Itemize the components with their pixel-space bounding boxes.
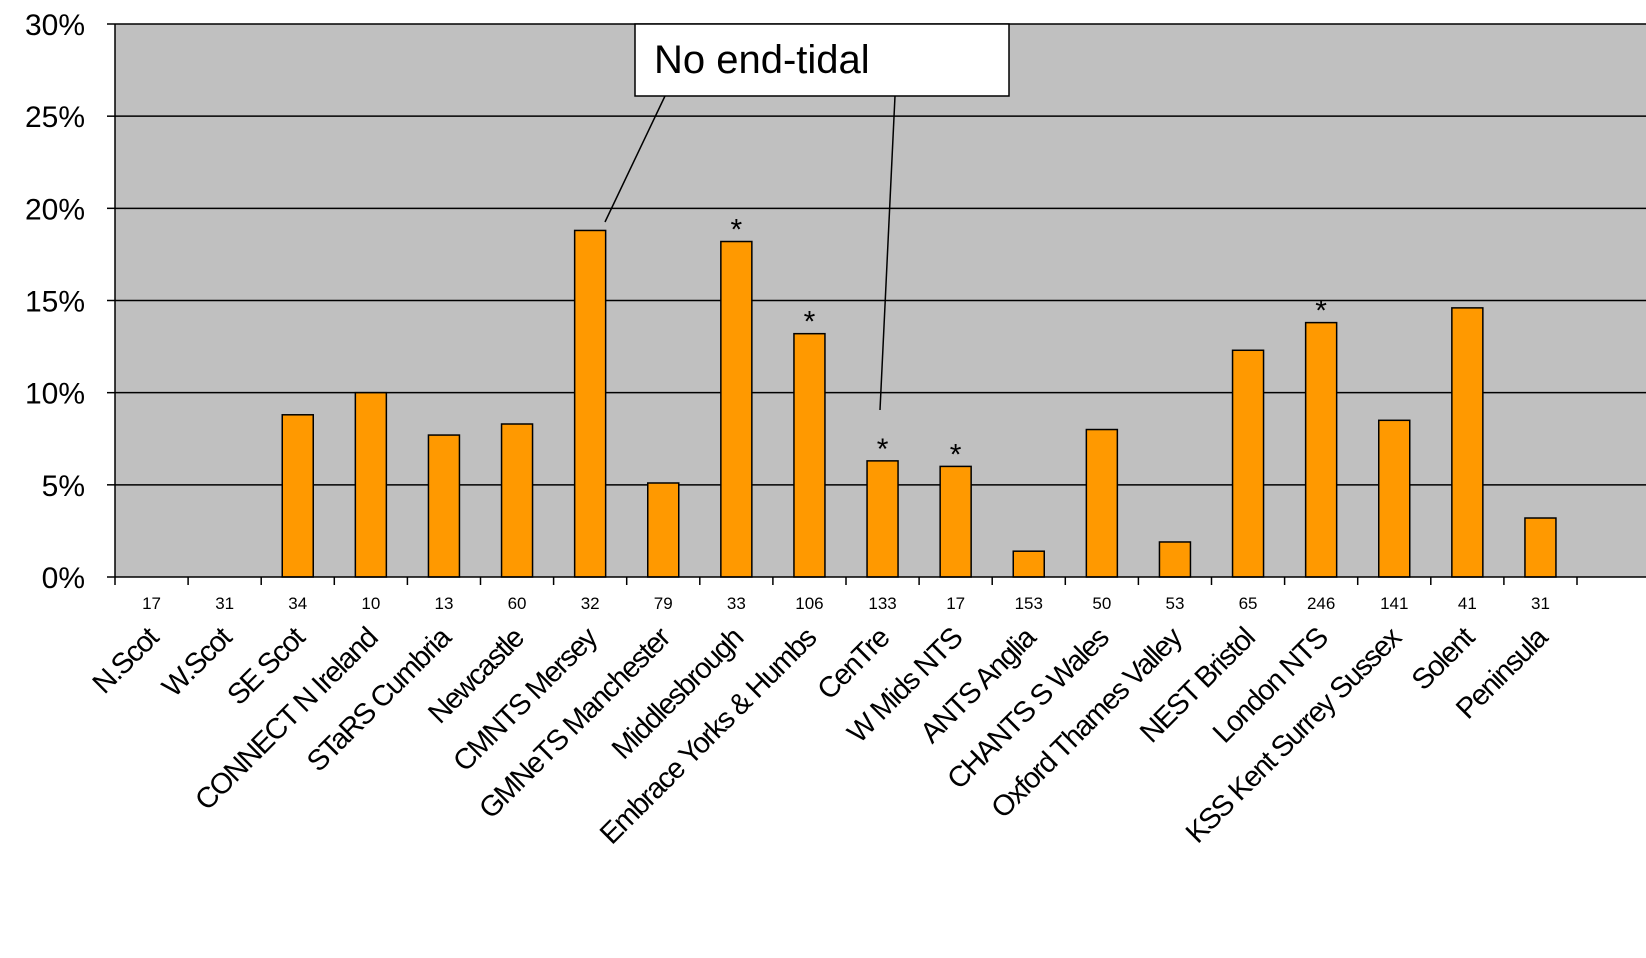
bar	[281, 414, 314, 578]
sample-count: 246	[1307, 594, 1335, 613]
sample-count: 41	[1458, 594, 1477, 613]
bar	[866, 460, 899, 578]
y-tick-label: 20%	[25, 193, 85, 226]
x-axis	[114, 24, 1646, 585]
sample-count: 133	[868, 594, 896, 613]
sample-count: 31	[215, 594, 234, 613]
sample-count: 79	[654, 594, 673, 613]
bar	[939, 465, 972, 578]
bar	[573, 229, 607, 578]
callout-leader-2	[879, 95, 896, 411]
sample-counts: 17 31 34 10 13 60 32 79 33 106 133 17 153 50 53 65 246 14…	[142, 594, 1550, 613]
bar	[1231, 349, 1265, 578]
y-tick-label: 5%	[42, 470, 85, 503]
y-tick-label: 15%	[25, 286, 85, 319]
sample-count: 31	[1531, 594, 1550, 613]
significance-star: *	[950, 438, 962, 471]
bar	[1524, 517, 1557, 578]
callout-leader-1	[604, 95, 666, 223]
significance-stars: * * * * *	[731, 214, 1328, 472]
sample-count: 17	[946, 594, 965, 613]
callout-box	[634, 23, 1010, 97]
bar	[720, 240, 753, 578]
bar	[1304, 321, 1338, 578]
sample-count: 17	[142, 594, 161, 613]
sample-count: 32	[581, 594, 600, 613]
annotation-callout: No end-tidal	[604, 23, 1010, 411]
sample-count: 153	[1015, 594, 1043, 613]
significance-star: *	[877, 433, 889, 466]
bar	[647, 482, 680, 578]
y-axis-ticks: 0% 5% 10% 15% 20% 25% 30%	[25, 9, 115, 595]
sample-count: 34	[288, 594, 307, 613]
bar	[1012, 550, 1045, 578]
sample-count: 50	[1092, 594, 1111, 613]
y-tick-label: 30%	[25, 9, 85, 42]
bar	[1451, 307, 1484, 578]
bar	[1085, 428, 1119, 578]
y-tick-label: 0%	[42, 562, 85, 595]
bar	[1158, 541, 1192, 578]
category-label: N.Scot	[87, 621, 166, 700]
significance-star: *	[804, 306, 816, 339]
sample-count: 106	[795, 594, 823, 613]
bar	[354, 391, 388, 578]
y-tick-label: 10%	[25, 378, 85, 411]
bar	[500, 423, 534, 578]
significance-star: *	[1315, 295, 1327, 328]
sample-count: 13	[434, 594, 453, 613]
bar	[1378, 419, 1411, 578]
sample-count: 60	[508, 594, 527, 613]
sample-count: 33	[727, 594, 746, 613]
sample-count: 141	[1380, 594, 1408, 613]
significance-star: *	[731, 214, 743, 247]
sample-count: 53	[1165, 594, 1184, 613]
y-tick-label: 25%	[25, 101, 85, 134]
sample-count: 10	[361, 594, 380, 613]
bar	[793, 332, 826, 578]
sample-count: 65	[1239, 594, 1258, 613]
bar	[427, 434, 461, 578]
callout-text: No end-tidal	[654, 38, 870, 82]
bars	[281, 229, 1557, 578]
